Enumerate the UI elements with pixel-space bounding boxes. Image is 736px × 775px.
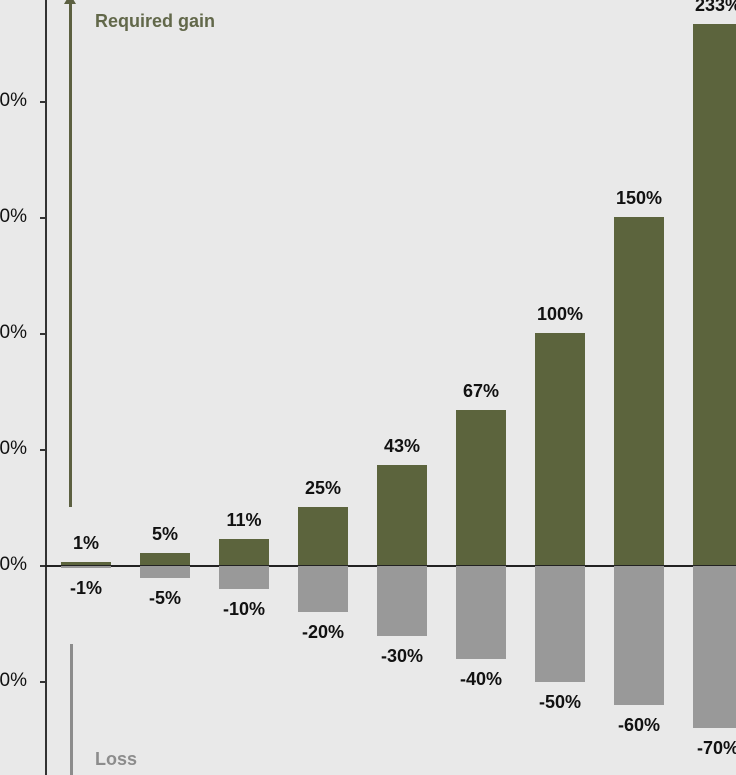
gain-bar-label: 100% [536,304,584,324]
zero-baseline [45,565,736,567]
loss-bar-label: -5% [148,587,181,608]
loss-bar-label: -30% [380,645,424,666]
gain-bar [535,333,585,565]
loss-bar [298,566,348,613]
y-axis-line [45,0,47,775]
loss-bar-label: -50% [538,692,582,712]
y-tick-label: 0% [0,554,27,575]
gain-bar-label: 150% [615,188,663,208]
loss-bar-label: -60% [617,715,661,736]
loss-bar [377,566,427,636]
loss-bar-label: -40% [459,668,503,689]
y-tick [40,449,46,451]
loss-bar-label: -10% [222,599,266,620]
gain-bar [614,217,664,565]
y-tick-label: 0% [0,90,27,111]
gain-bar [61,562,111,565]
y-tick [40,333,46,335]
y-tick-label: 0% [0,206,27,227]
gain-bar [140,553,190,565]
gain-bar [219,539,269,565]
y-tick-label: 0% [0,438,27,459]
loss-bar [535,566,585,682]
gain-bar-label: 1% [72,533,99,553]
loss-bar [693,566,736,729]
y-tick [40,217,46,219]
loss-bar-label: -1% [69,578,102,599]
gain-arrow-head-icon [64,0,76,4]
loss-arrow [70,644,73,775]
gain-bar-label: 11% [226,510,262,531]
gain-bar [693,24,736,565]
gain-bar-label: 67% [462,380,500,401]
gain-bar [456,409,506,565]
legend-loss: Loss [95,749,138,769]
gain-bar-label: 5% [151,524,178,545]
gain-bar [377,465,427,565]
gain-bar [298,507,348,565]
y-tick-label: 0% [0,670,27,691]
loss-bar-label: -20% [301,622,345,643]
y-tick [40,565,46,567]
gain-bar-label: 233% [694,0,736,16]
legend-required-gain: Required gain [95,11,216,31]
loss-bar [219,566,269,590]
loss-bar [456,566,506,659]
loss-bar [614,566,664,706]
y-tick [40,681,46,683]
gain-bar-label: 43% [383,436,421,457]
gain-arrow [69,0,72,507]
loss-bar [61,566,111,569]
loss-bar-label: -70% [696,738,736,759]
loss-bar [140,566,190,578]
y-tick [40,101,46,103]
y-tick-label: 0% [0,322,27,343]
gain-bar-label: 25% [304,478,342,498]
